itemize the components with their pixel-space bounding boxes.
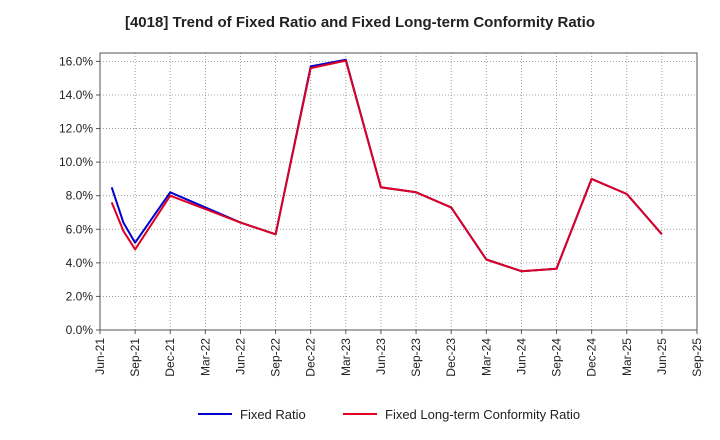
y-tick-label: 2.0%	[66, 289, 94, 303]
y-tick-label: 8.0%	[66, 189, 94, 203]
legend-label: Fixed Ratio	[240, 407, 306, 422]
plot-frame	[99, 52, 698, 331]
x-tick-label: Sep-23	[409, 338, 423, 377]
x-tick-label: Sep-24	[550, 338, 564, 377]
x-tick-label: Sep-22	[269, 338, 283, 377]
x-tick-label: Dec-22	[304, 338, 318, 377]
legend: Fixed Ratio Fixed Long-term Conformity Ra…	[198, 407, 580, 422]
x-tick-label: Dec-21	[163, 338, 177, 377]
x-tick-label: Sep-21	[128, 338, 142, 377]
y-tick-label: 4.0%	[66, 256, 94, 270]
y-axis-ticks: 0.0% 2.0% 4.0% 6.0% 8.0% 10.0% 12.0% 14.0% 16.0%	[59, 54, 100, 337]
x-tick-label: Mar-23	[339, 338, 353, 376]
y-tick-label: 6.0%	[66, 222, 94, 236]
series-lines	[110, 58, 663, 273]
series-line-fixed-long-term-conformity-ratio	[110, 59, 663, 273]
x-tick-label: Jun-22	[233, 338, 247, 375]
y-tick-label: 10.0%	[59, 155, 93, 169]
x-tick-label: Dec-23	[444, 338, 458, 377]
y-tick-label: 12.0%	[59, 122, 93, 136]
y-tick-label: 16.0%	[59, 54, 93, 68]
x-tick-label: Sep-25	[690, 338, 704, 377]
chart-title: [4018] Trend of Fixed Ratio and Fixed Lo…	[124, 14, 596, 31]
x-tick-label: Jun-23	[374, 338, 388, 375]
x-tick-label: Dec-24	[585, 338, 599, 377]
x-tick-label: Mar-24	[479, 338, 493, 376]
grid	[100, 53, 697, 330]
legend-label: Fixed Long-term Conformity Ratio	[385, 407, 580, 422]
series-line-fixed-ratio	[110, 58, 663, 273]
x-tick-label: Jun-25	[655, 338, 669, 375]
x-tick-label: Jun-21	[93, 338, 107, 375]
y-tick-label: 14.0%	[59, 88, 93, 102]
x-tick-label: Mar-22	[198, 338, 212, 376]
x-axis-ticks: Jun-21 Sep-21 Dec-21 Mar-22 Jun-22 Sep-22 Dec-…	[93, 330, 704, 377]
x-tick-label: Jun-24	[514, 338, 528, 375]
x-tick-label: Mar-25	[620, 338, 634, 376]
y-tick-label: 0.0%	[66, 323, 94, 337]
